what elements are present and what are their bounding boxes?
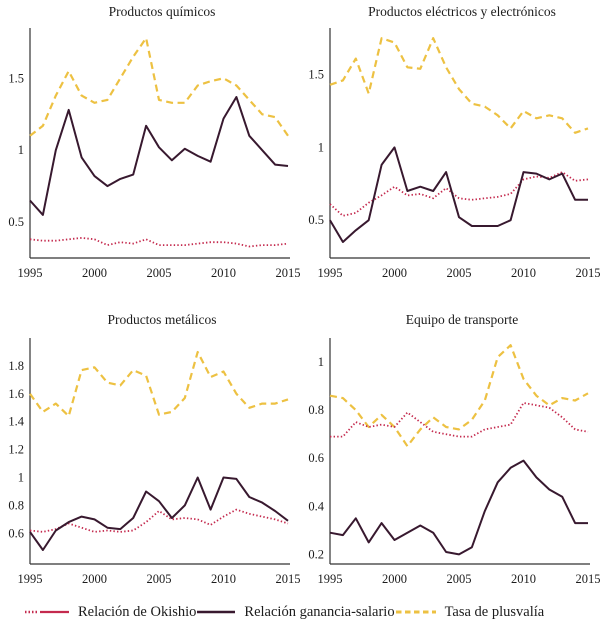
legend-item-plusvalia: Tasa de plusvalía [395, 603, 545, 621]
charts-grid: Productos químicos 0.5 1 1.5 1995 2000 2005 20… [0, 0, 600, 590]
y-tick-label: 0.8 [8, 498, 24, 512]
series-line-okishio [330, 402, 589, 438]
y-tick-label: 1.6 [8, 387, 24, 401]
y-tick-label: 0.8 [308, 403, 324, 417]
legend-label-okishio: Relación de Okishio [78, 603, 197, 620]
solid-line-icon [197, 610, 236, 614]
chart-equipo-de-transporte: Equipo de transporte 0.2 0.4 0.6 0.8 1 1995 20… [308, 312, 600, 586]
y-tick-label: 1.5 [308, 68, 324, 82]
chart-panel-equipo-de-transporte: Equipo de transporte 0.2 0.4 0.6 0.8 1 1995 20… [300, 292, 600, 590]
x-tick-label: 2015 [276, 266, 301, 280]
x-tick-label: 2010 [211, 572, 236, 586]
x-tick-label: 1995 [318, 572, 343, 586]
chart-panel-productos-quimicos: Productos químicos 0.5 1 1.5 1995 2000 2005 20… [0, 0, 300, 292]
y-tick-label: 1.5 [8, 71, 24, 85]
series-line-plusvalia [29, 36, 289, 137]
x-tick-label: 2000 [382, 572, 407, 586]
x-tick-label: 2000 [382, 266, 407, 280]
y-tick-label: 0.2 [308, 547, 324, 561]
x-tick-label: 2010 [511, 266, 536, 280]
y-tick-label: 0.4 [308, 499, 324, 513]
x-tick-label: 2005 [447, 266, 472, 280]
series-line-ganancia [29, 96, 289, 216]
chart-title: Productos químicos [109, 4, 216, 19]
chart-title: Productos eléctricos y electrónicos [368, 4, 556, 19]
chart-productos-electricos-y-electronicos: Productos eléctricos y electrónicos 0.5 1… [308, 4, 600, 280]
chart-panel-productos-metalicos: Productos metálicos 0.6 0.8 1 1.2 1.4 1.6 1.8 1… [0, 292, 300, 590]
x-tick-label: 2005 [147, 572, 172, 586]
y-tick-label: 0.6 [8, 526, 24, 540]
y-tick-label: 1 [18, 471, 24, 485]
y-tick-label: 0.5 [8, 215, 24, 229]
legend-label-plusvalia: Tasa de plusvalía [444, 603, 545, 620]
chart-title: Productos metálicos [107, 312, 216, 327]
series-line-plusvalia [29, 350, 289, 418]
x-tick-label: 2010 [511, 572, 536, 586]
series-line-plusvalia [329, 37, 589, 134]
figure-legend: Relación de Okishio Relación ganancia-sa… [0, 590, 600, 640]
y-tick-label: 1 [18, 143, 24, 157]
y-tick-label: 0.5 [308, 213, 324, 227]
x-tick-label: 1995 [18, 572, 43, 586]
chart-productos-quimicos: Productos químicos 0.5 1 1.5 1995 2000 2005 20… [8, 4, 301, 280]
x-tick-label: 2015 [276, 572, 301, 586]
y-tick-label: 0.6 [308, 451, 324, 465]
x-tick-label: 2000 [82, 572, 107, 586]
legend-label-ganancia-salario: Relación ganancia-salario [244, 603, 395, 620]
series-line-ganancia [29, 476, 289, 551]
x-tick-label: 1995 [318, 266, 343, 280]
x-tick-label: 2015 [576, 572, 600, 586]
y-tick-label: 1 [318, 140, 324, 154]
series-line-okishio [29, 508, 289, 533]
dashed-line-icon [395, 610, 436, 614]
x-tick-label: 1995 [18, 266, 43, 280]
x-tick-label: 2005 [147, 266, 172, 280]
series-line-okishio [29, 236, 289, 248]
x-tick-label: 2000 [82, 266, 107, 280]
dotted-solid-line-icon [25, 610, 69, 614]
x-tick-label: 2015 [576, 266, 600, 280]
y-tick-label: 1 [318, 355, 324, 369]
chart-productos-metalicos: Productos metálicos 0.6 0.8 1 1.2 1.4 1.6 1.8 1… [8, 312, 301, 586]
series-line-plusvalia [329, 344, 589, 448]
series-line-ganancia [329, 146, 588, 243]
x-tick-label: 2005 [447, 572, 472, 586]
series-line-ganancia [329, 459, 588, 556]
y-tick-label: 1.8 [8, 359, 24, 373]
legend-item-ganancia-salario: Relación ganancia-salario [196, 603, 395, 621]
x-tick-label: 2010 [211, 266, 236, 280]
y-tick-label: 1.2 [8, 443, 24, 457]
legend-item-okishio: Relación de Okishio [24, 604, 196, 621]
chart-panel-productos-electricos: Productos eléctricos y electrónicos 0.5 1… [300, 0, 600, 292]
chart-title: Equipo de transporte [406, 312, 518, 327]
y-tick-label: 1.4 [8, 415, 24, 429]
